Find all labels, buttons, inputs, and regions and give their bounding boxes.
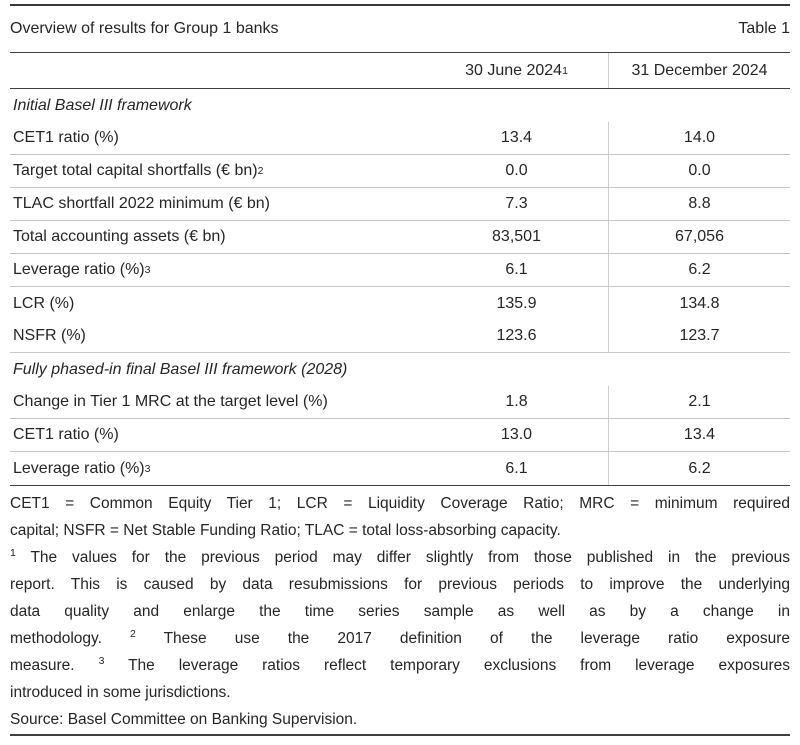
footnote-3: measure. 3 The leverage ratios reflect t… [10, 654, 791, 674]
value-jun: 13.4 [500, 129, 533, 146]
row-label: Total accounting assets (€ bn) [13, 228, 226, 245]
row-label: Target total capital shortfalls (€ bn) 2 [13, 162, 264, 179]
value-dec: 67,056 [608, 221, 790, 253]
footnote-2: methodology. 2 These use the 2017 defini… [10, 627, 791, 647]
table-row: Total accounting assets (€ bn) 83,501 67… [10, 221, 790, 254]
column-header-row: 30 June 2024 1 31 December 2024 [10, 53, 790, 89]
value-dec: 0.0 [608, 155, 790, 187]
footnote-abbreviations: capital; NSFR = Net Stable Funding Ratio… [10, 522, 561, 539]
table-title-row: Overview of results for Group 1 banks Ta… [10, 6, 790, 53]
value-dec: 8.8 [608, 188, 790, 220]
value-jun: 13.0 [500, 426, 533, 443]
section-header-initial: Initial Basel III framework [13, 96, 192, 114]
row-label: TLAC shortfall 2022 minimum (€ bn) [13, 195, 270, 212]
table-row: NSFR (%) 123.6 123.7 [10, 320, 790, 353]
footnote-separator-rule [10, 485, 790, 486]
column-header-jun: 30 June 2024 1 [465, 61, 568, 79]
footnote-1: 1 The values for the previous period may… [10, 546, 790, 566]
row-label: LCR (%) [13, 294, 75, 312]
value-jun: 6.1 [505, 459, 528, 477]
row-label: Leverage ratio (%) 3 [13, 261, 151, 278]
bottom-rule [10, 734, 790, 736]
value-jun: 0.0 [505, 162, 528, 179]
table-row: LCR (%) 135.9 134.8 [10, 287, 790, 320]
value-jun: 1.8 [505, 393, 528, 410]
value-dec: 14.0 [608, 122, 790, 154]
table-row: Leverage ratio (%) 3 6.1 6.2 [10, 452, 790, 485]
column-header-dec: 31 December 2024 [608, 53, 790, 88]
table-row: Target total capital shortfalls (€ bn) 2 … [10, 155, 790, 188]
value-dec: 123.7 [608, 320, 790, 352]
row-label: Change in Tier 1 MRC at the target level… [13, 393, 328, 410]
row-label: Leverage ratio (%) 3 [13, 459, 151, 477]
table-row: Change in Tier 1 MRC at the target level… [10, 386, 790, 419]
value-dec: 6.2 [608, 452, 790, 485]
row-label: NSFR (%) [13, 327, 86, 344]
source-line: Source: Basel Committee on Banking Super… [10, 711, 358, 728]
value-jun: 135.9 [496, 294, 537, 312]
top-rule [10, 4, 790, 6]
table-row: TLAC shortfall 2022 minimum (€ bn) 7.3 8… [10, 188, 790, 221]
table-row: CET1 ratio (%) 13.0 13.4 [10, 419, 790, 452]
table-title: Overview of results for Group 1 banks [10, 20, 279, 37]
value-dec: 2.1 [608, 386, 790, 418]
value-jun: 123.6 [496, 327, 537, 344]
value-dec: 6.2 [608, 254, 790, 286]
footnote-3: introduced in some jurisdictions. [10, 684, 231, 701]
value-jun: 7.3 [505, 195, 528, 212]
footnote-block: CET1 = Common Equity Tier 1; LCR = Liqui… [10, 486, 790, 733]
value-jun: 6.1 [505, 261, 528, 278]
table-row: CET1 ratio (%) 13.4 14.0 [10, 122, 790, 155]
value-jun: 83,501 [492, 228, 541, 245]
row-label: CET1 ratio (%) [13, 426, 119, 443]
column-header-empty [10, 53, 425, 88]
value-dec: 134.8 [608, 287, 790, 320]
footnote-1: report. This is caused by data resubmiss… [10, 576, 790, 593]
section-header-fully-phased: Fully phased-in final Basel III framewor… [13, 360, 348, 378]
footnote-abbreviations: CET1 = Common Equity Tier 1; LCR = Liqui… [10, 495, 790, 512]
value-dec: 13.4 [608, 419, 790, 451]
footnote-1: data quality and enlarge the time series… [10, 603, 790, 620]
table-row: Leverage ratio (%) 3 6.1 6.2 [10, 254, 790, 287]
table-number: Table 1 [738, 20, 790, 37]
row-label: CET1 ratio (%) [13, 129, 119, 146]
